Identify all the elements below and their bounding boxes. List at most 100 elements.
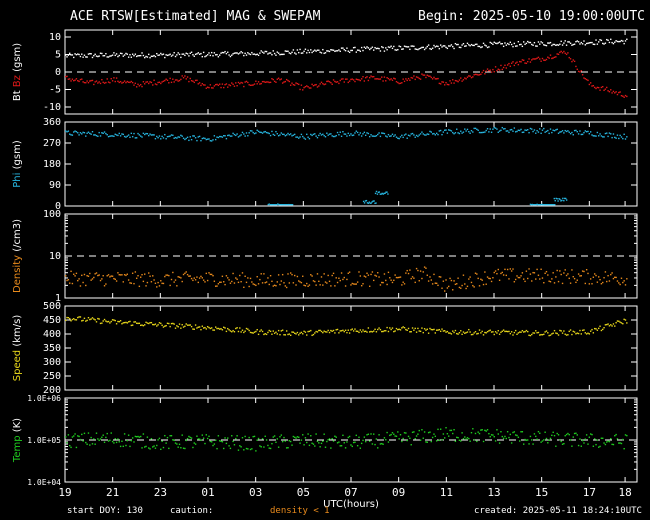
data-point-temp [316,440,319,442]
data-point-speed [66,316,68,319]
data-point-speed [236,327,238,329]
data-point-bz [351,78,353,80]
data-point-temp [358,436,360,438]
data-point-phi [368,201,371,203]
data-point-phi [156,135,158,138]
data-point-density [427,280,430,282]
data-point-speed [168,322,170,325]
data-point-speed [316,331,319,333]
data-point-temp [81,433,83,436]
data-point-phi [115,134,118,136]
data-point-speed [626,322,628,324]
data-point-phi [552,129,554,131]
data-point-bt [598,41,600,43]
data-point-temp [393,433,395,435]
data-point-temp [492,434,494,436]
data-point-speed [130,324,133,327]
data-point-bz [464,77,466,79]
data-point-speed [561,332,564,334]
data-point-temp [85,441,87,444]
data-point-density [150,281,153,283]
data-point-phi [295,136,297,138]
data-point-phi [137,132,139,135]
data-point-bz [165,78,167,80]
data-point-bt [476,43,478,45]
data-point-density [593,273,596,275]
data-point-density [501,271,503,274]
data-point-bt [161,53,163,56]
data-point-density [182,273,185,276]
data-point-phi [67,130,70,132]
data-point-temp [577,444,580,447]
data-point-bz [241,82,244,84]
data-point-speed [137,322,139,325]
data-point-phi [593,135,596,137]
data-point-density [121,274,123,276]
data-point-bz [496,69,498,72]
data-point-temp [373,433,375,435]
data-point-density [114,278,116,281]
data-point-bt [284,50,287,52]
data-point-density [409,269,411,271]
data-point-temp [401,440,403,443]
data-point-temp [287,447,289,449]
data-point-speed [224,327,226,329]
data-point-phi [300,133,303,136]
data-point-bz [623,96,625,98]
data-point-speed [378,327,380,329]
data-point-bt [126,53,129,55]
data-point-bz [405,78,407,80]
data-point-temp [123,433,126,435]
data-point-phi [372,200,374,202]
data-point-density [193,277,195,279]
data-point-bt [354,46,356,49]
data-point-speed [595,328,597,330]
data-point-temp [185,439,187,442]
data-point-phi [314,133,316,135]
data-point-bz [356,78,359,81]
data-point-bz [454,79,457,82]
data-point-bt [111,54,114,56]
data-point-bz [152,84,154,86]
data-point-speed [343,330,345,333]
data-point-temp [284,440,287,442]
data-point-speed [69,317,71,320]
data-point-speed [591,328,593,331]
data-point-speed [170,322,173,325]
data-point-bt [103,54,106,57]
data-point-speed [184,325,186,327]
data-point-density [312,280,315,282]
data-point-bz [371,76,374,78]
data-point-bz [359,79,362,82]
data-point-speed [186,324,189,326]
data-point-bt [549,41,552,44]
data-point-bz [598,86,600,89]
data-point-temp [296,436,299,438]
data-point-bt [527,40,529,43]
data-point-speed [247,328,249,330]
data-point-bt [572,43,574,46]
data-point-bz [406,79,408,82]
data-point-speed [158,322,161,324]
data-point-phi [551,131,553,134]
data-point-phi [259,131,261,133]
data-point-bz [260,82,262,85]
data-point-bt [346,47,348,49]
data-point-phi [501,126,503,129]
data-point-bz [119,80,122,83]
data-point-phi [224,135,226,137]
data-point-bt [168,54,170,56]
data-point-speed [527,330,529,333]
x-tick-label: 01 [201,486,214,499]
data-point-bz [624,94,627,97]
data-point-bz [256,83,258,85]
data-point-bz [340,78,343,80]
data-point-density [466,285,469,288]
data-point-speed [265,333,268,336]
data-point-speed [292,331,295,333]
data-point-phi [398,137,400,140]
data-point-bt [561,44,564,46]
data-point-phi [338,134,340,136]
data-point-density [481,279,483,281]
data-point-speed [568,330,570,333]
